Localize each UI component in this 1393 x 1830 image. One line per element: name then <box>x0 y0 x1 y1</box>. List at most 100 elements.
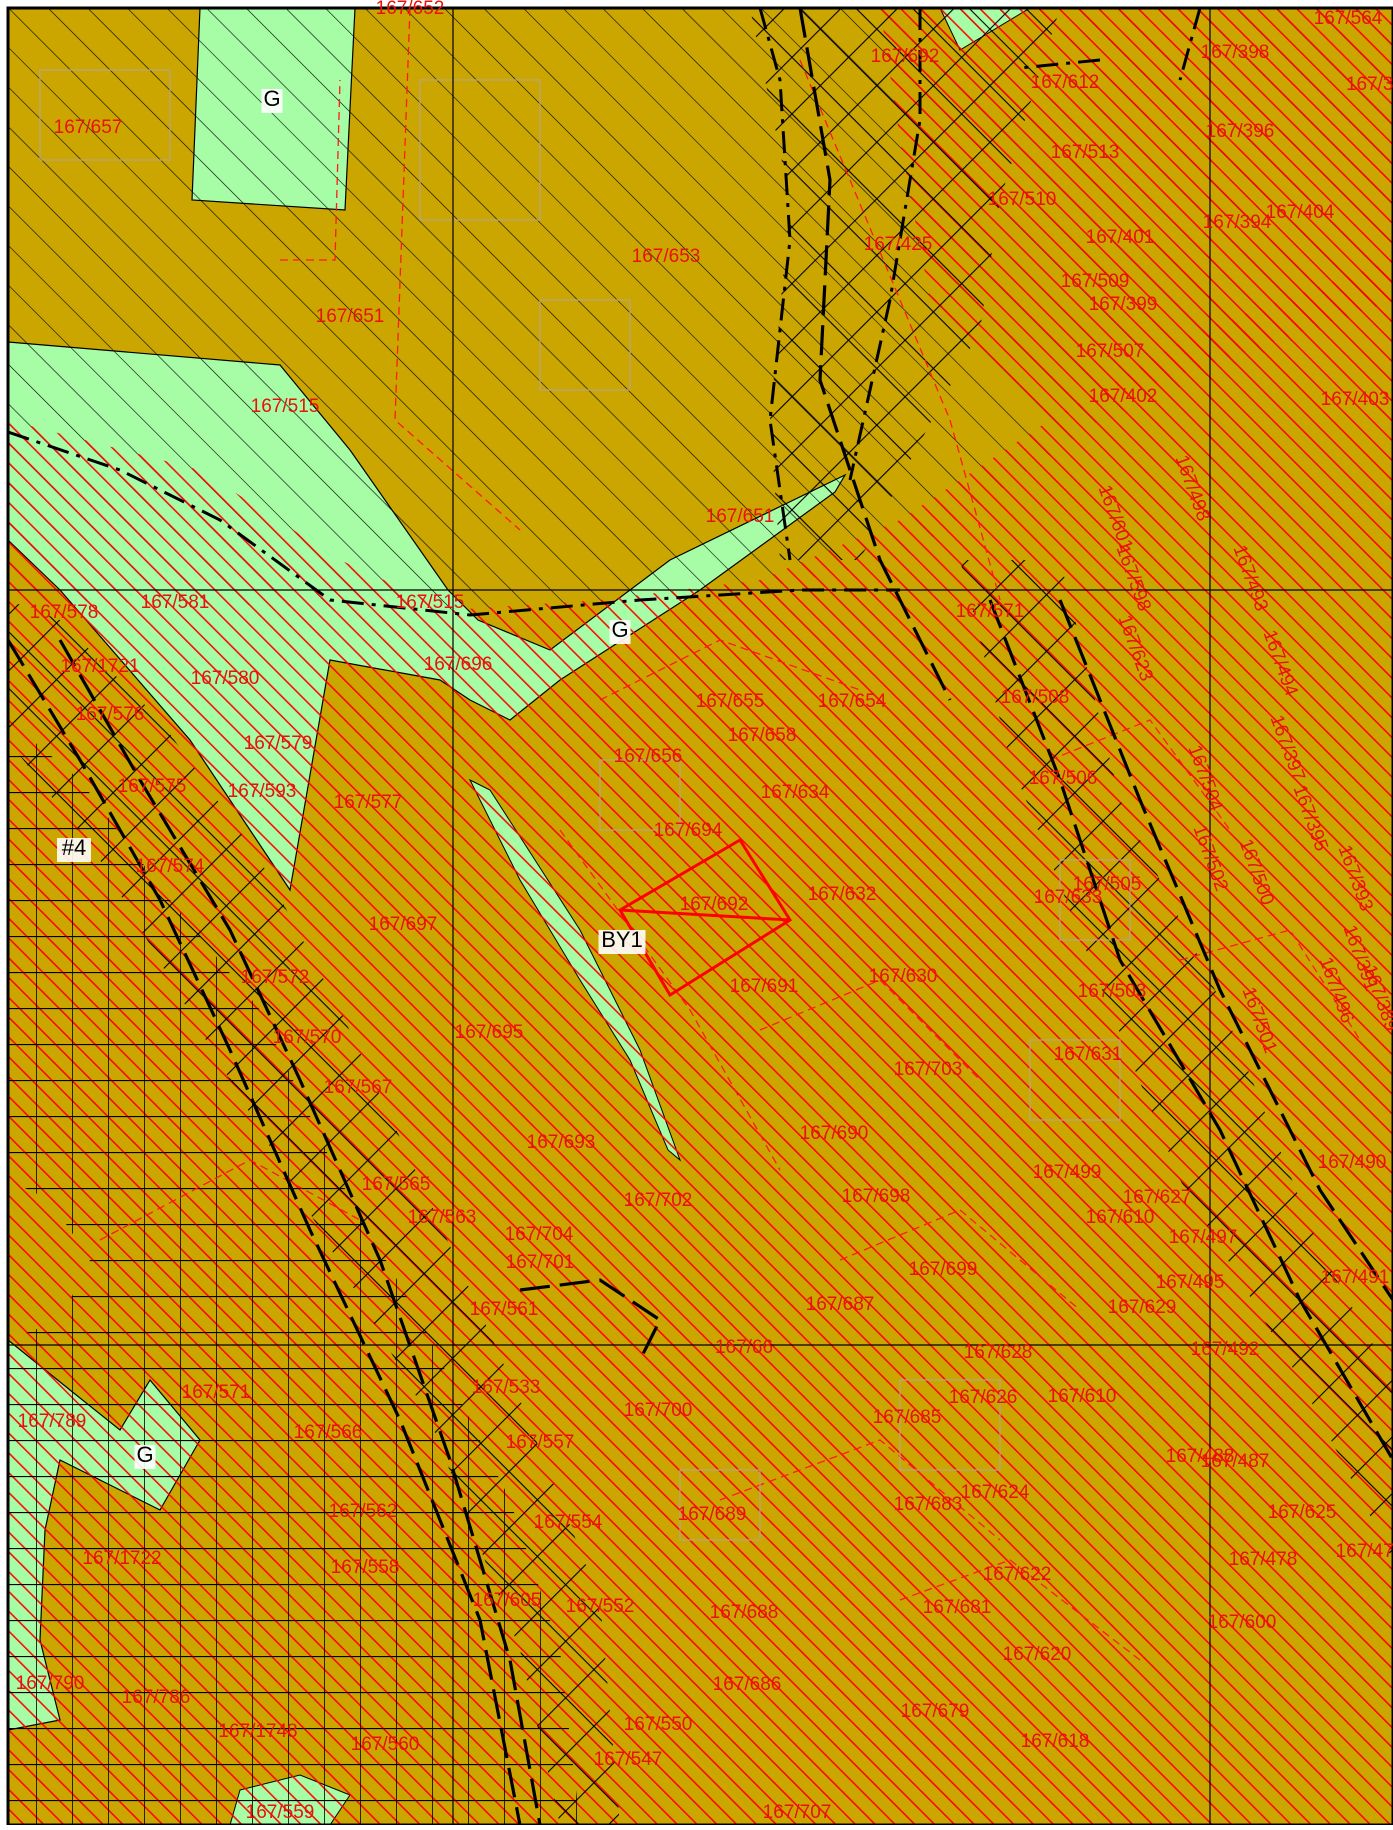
parcel-label[interactable]: 167/66 <box>715 1337 773 1358</box>
parcel-label[interactable]: 167/576 <box>76 704 145 725</box>
parcel-label[interactable]: 167/685 <box>873 1407 942 1428</box>
parcel-label[interactable]: 167/655 <box>696 691 765 712</box>
parcel-label[interactable]: 167/497 <box>1169 1227 1238 1248</box>
parcel-label[interactable]: 167/651 <box>316 306 385 327</box>
parcel-label[interactable]: 167/505 <box>1073 874 1142 895</box>
parcel-label[interactable]: 167/702 <box>624 1190 693 1211</box>
parcel-label[interactable]: 167/399 <box>1089 294 1158 315</box>
parcel-label[interactable]: 167/572 <box>241 967 310 988</box>
parcel-label[interactable]: 167/657 <box>54 117 123 138</box>
parcel-label[interactable]: 167/610 <box>1086 1207 1155 1228</box>
parcel-label[interactable]: 167/625 <box>1268 1502 1337 1523</box>
parcel-label[interactable]: 167/600 <box>1208 1612 1277 1633</box>
parcel-label[interactable]: 167/513 <box>1051 142 1120 163</box>
parcel-label[interactable]: 167/398 <box>1201 42 1270 63</box>
parcel-label[interactable]: 167/567 <box>324 1077 393 1098</box>
parcel-label[interactable]: 167/707 <box>763 1802 832 1823</box>
parcel-label[interactable]: 167/631 <box>1054 1044 1123 1065</box>
parcel-label[interactable]: 167/700 <box>624 1400 693 1421</box>
parcel-label[interactable]: 167/679 <box>901 1701 970 1722</box>
parcel-label[interactable]: 167/401 <box>1086 227 1155 248</box>
parcel-label[interactable]: 167/620 <box>1003 1644 1072 1665</box>
parcel-label[interactable]: 167/503 <box>1078 981 1147 1002</box>
parcel-label[interactable]: 167/692 <box>871 46 940 67</box>
parcel-label[interactable]: 167/575 <box>118 776 187 797</box>
parcel-label[interactable]: 167/533 <box>472 1377 541 1398</box>
parcel-label[interactable]: 167/404 <box>1266 202 1335 223</box>
parcel-label[interactable]: 167/571 <box>182 1382 251 1403</box>
parcel-label[interactable]: 167/694 <box>654 820 723 841</box>
parcel-label[interactable]: 167/510 <box>988 189 1057 210</box>
parcel-label[interactable]: 167/658 <box>728 725 797 746</box>
parcel-label[interactable]: 167/699 <box>909 1259 978 1280</box>
parcel-label[interactable]: 167/629 <box>1108 1297 1177 1318</box>
parcel-label[interactable]: 167/593 <box>228 781 297 802</box>
parcel-label[interactable]: 167/626 <box>949 1387 1018 1408</box>
parcel-label[interactable]: 167/506 <box>1029 768 1098 789</box>
parcel-label[interactable]: 167/654 <box>818 691 887 712</box>
parcel-label[interactable]: 167/36 <box>1346 74 1393 95</box>
parcel-label[interactable]: 167/561 <box>470 1299 539 1320</box>
parcel-label[interactable]: 167/559 <box>246 1802 315 1823</box>
parcel-label[interactable]: 167/508 <box>1001 687 1070 708</box>
parcel-label[interactable]: 167/630 <box>869 966 938 987</box>
parcel-label[interactable]: 167/689 <box>678 1504 747 1525</box>
parcel-label[interactable]: 167/580 <box>191 668 260 689</box>
parcel-label[interactable]: 167/515 <box>396 592 465 613</box>
parcel-label[interactable]: 167/692 <box>680 894 749 915</box>
parcel-label[interactable]: 167/653 <box>632 246 701 267</box>
parcel-label[interactable]: 167/690 <box>800 1123 869 1144</box>
parcel-label[interactable]: 167/396 <box>1206 121 1275 142</box>
parcel-label[interactable]: 167/693 <box>527 1132 596 1153</box>
parcel-label[interactable]: 167/605 <box>473 1590 542 1611</box>
parcel-label[interactable]: 167/499 <box>1033 1162 1102 1183</box>
parcel-label[interactable]: 167/509 <box>1061 271 1130 292</box>
parcel-label[interactable]: 167/495 <box>1156 1272 1225 1293</box>
parcel-label[interactable]: 167/571 <box>956 601 1025 622</box>
parcel-label[interactable]: 167/697 <box>369 914 438 935</box>
parcel-label[interactable]: 167/557 <box>506 1432 575 1453</box>
parcel-label[interactable]: 167/425 <box>864 234 933 255</box>
parcel-label[interactable]: 167/695 <box>455 1022 524 1043</box>
parcel-label[interactable]: 167/403 <box>1321 389 1390 410</box>
parcel-label[interactable]: 167/683 <box>894 1494 963 1515</box>
parcel-label[interactable]: 167/570 <box>273 1027 342 1048</box>
parcel-label[interactable]: 167/687 <box>806 1294 875 1315</box>
parcel-label[interactable]: 167/491 <box>1321 1267 1390 1288</box>
parcel-label[interactable]: 167/402 <box>1089 386 1158 407</box>
parcel-label[interactable]: 167/618 <box>1021 1731 1090 1752</box>
parcel-label[interactable]: 167/704 <box>505 1224 574 1245</box>
parcel-label[interactable]: 167/610 <box>1048 1386 1117 1407</box>
parcel-label[interactable]: 167/698 <box>842 1186 911 1207</box>
parcel-label[interactable]: 167/628 <box>964 1342 1033 1363</box>
parcel-label[interactable]: 167/686 <box>713 1674 782 1695</box>
parcel-label[interactable]: 167/564 <box>1314 8 1383 29</box>
parcel-label[interactable]: 167/479 <box>1336 1541 1393 1562</box>
parcel-label[interactable]: 167/554 <box>534 1512 603 1533</box>
parcel-label[interactable]: 167/578 <box>30 602 99 623</box>
parcel-label[interactable]: 167/478 <box>1229 1549 1298 1570</box>
parcel-label[interactable]: 167/490 <box>1318 1152 1387 1173</box>
parcel-label[interactable]: 167/562 <box>329 1501 398 1522</box>
parcel-label[interactable]: 167/633 <box>1034 887 1103 908</box>
parcel-label[interactable]: 167/652 <box>376 0 445 19</box>
parcel-label[interactable]: 167/622 <box>983 1564 1052 1585</box>
parcel-label[interactable]: 167/577 <box>334 792 403 813</box>
parcel-label[interactable]: 167/696 <box>424 654 493 675</box>
parcel-label[interactable]: 167/487 <box>1201 1451 1270 1472</box>
parcel-label[interactable]: 167/1722 <box>82 1548 161 1569</box>
parcel-label[interactable]: 167/581 <box>141 592 210 613</box>
parcel-label[interactable]: 167/560 <box>351 1734 420 1755</box>
parcel-label[interactable]: 167/558 <box>331 1557 400 1578</box>
parcel-label[interactable]: 167/552 <box>566 1596 635 1617</box>
parcel-label[interactable]: 167/656 <box>614 746 683 767</box>
parcel-label[interactable]: 167/612 <box>1031 72 1100 93</box>
parcel-label[interactable]: 167/691 <box>730 976 799 997</box>
parcel-label[interactable]: 167/688 <box>710 1602 779 1623</box>
parcel-label[interactable]: 167/488 <box>1166 1446 1235 1467</box>
parcel-label[interactable]: 167/624 <box>961 1482 1030 1503</box>
parcel-label[interactable]: 167/579 <box>244 733 313 754</box>
parcel-label[interactable]: 167/681 <box>923 1597 992 1618</box>
parcel-label[interactable]: 167/563 <box>408 1207 477 1228</box>
